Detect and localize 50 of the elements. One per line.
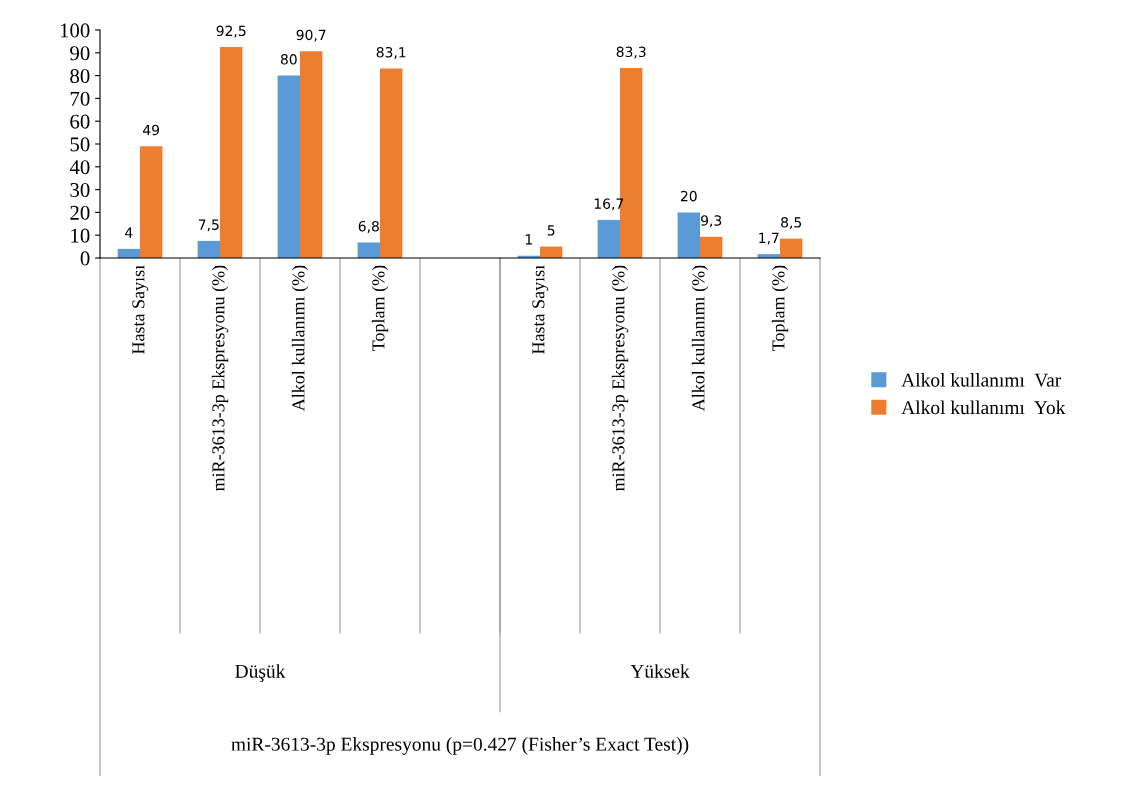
x-tick-label: Hasta Sayısı bbox=[132, 265, 149, 355]
bar bbox=[300, 51, 323, 258]
bar bbox=[140, 146, 163, 258]
x-tick-label: miR-3613-3p Ekspresyonu (%) bbox=[211, 265, 229, 492]
legend-label: Alkol kullanımı Var bbox=[901, 373, 1062, 387]
data-label: 7,5 bbox=[198, 219, 219, 232]
data-label: 49 bbox=[143, 124, 160, 136]
data-label: 1,7 bbox=[759, 232, 779, 245]
x-tick-label: Toplam (%) bbox=[771, 265, 789, 351]
x-tick-label: Alkol kullanımı (%) bbox=[691, 265, 709, 412]
data-label: 20 bbox=[680, 190, 697, 202]
data-label: 83,1 bbox=[376, 47, 406, 59]
bar bbox=[357, 242, 380, 258]
y-tick-label: 70 bbox=[70, 91, 90, 106]
data-label: 1 bbox=[525, 234, 532, 245]
data-label: 4 bbox=[125, 227, 133, 238]
y-tick-label: 50 bbox=[70, 137, 90, 152]
bar bbox=[700, 236, 723, 258]
data-label: 5 bbox=[547, 225, 555, 236]
data-label: 8,5 bbox=[781, 217, 802, 230]
y-tick-label: 100 bbox=[60, 23, 90, 38]
bar bbox=[780, 238, 803, 258]
text: miR-3613-3p Ekspresyonu (p=0.427 (Fisher’s Exact Test)) bbox=[231, 737, 689, 755]
text: Yüksek bbox=[630, 664, 690, 678]
y-tick-label: 80 bbox=[70, 68, 90, 84]
bar bbox=[220, 47, 243, 258]
bar bbox=[677, 212, 700, 258]
bar bbox=[380, 68, 403, 258]
y-tick-label: 60 bbox=[70, 114, 90, 129]
y-tick-label: 10 bbox=[71, 228, 90, 243]
data-label: 92,5 bbox=[216, 25, 246, 38]
bar bbox=[197, 240, 220, 258]
data-label: 90,7 bbox=[296, 29, 326, 42]
legend-label: Alkol kullanımı Yok bbox=[901, 400, 1066, 415]
data-label: 80 bbox=[280, 54, 297, 65]
x-tick-label: miR-3613-3p Ekspresyonu (%) bbox=[611, 265, 629, 492]
bar bbox=[277, 75, 300, 258]
y-tick-label: 20 bbox=[70, 205, 90, 220]
data-label: 9,3 bbox=[701, 215, 722, 228]
y-tick-label: 40 bbox=[69, 160, 90, 175]
y-tick-label: 30 bbox=[70, 182, 90, 198]
data-label: 6,8 bbox=[358, 220, 379, 233]
data-label: 83,3 bbox=[616, 46, 646, 59]
bar bbox=[597, 219, 620, 258]
y-tick-label: 0 bbox=[80, 251, 90, 266]
x-tick-label: Toplam (%) bbox=[371, 265, 389, 351]
y-tick-label: 90 bbox=[70, 46, 90, 61]
x-tick-label: Hasta Sayısı bbox=[532, 265, 549, 355]
text: Düşük bbox=[235, 664, 286, 682]
x-tick-label: Alkol kullanımı (%) bbox=[291, 265, 309, 412]
